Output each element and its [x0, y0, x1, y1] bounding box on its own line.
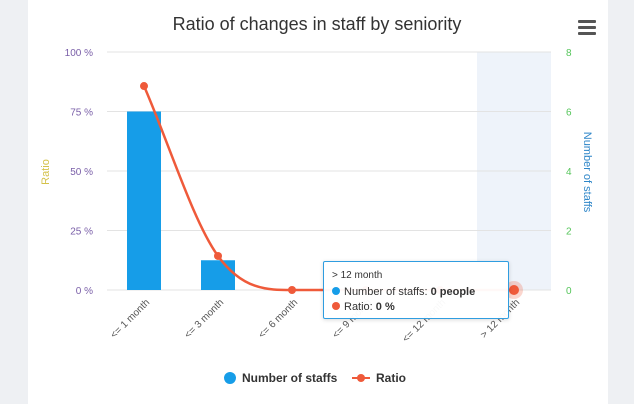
y-right-tick-label: 2: [566, 227, 572, 238]
y-left-tick-label: 0 %: [76, 286, 93, 297]
tooltip-value: 0 people: [430, 286, 476, 298]
chart-menu-button[interactable]: [578, 20, 596, 36]
y-right-tick-label: 0: [566, 286, 572, 297]
y-axis-left-label: Ratio: [40, 159, 52, 185]
ratio-point: [214, 251, 222, 260]
bar-number-of-staffs: [201, 260, 235, 290]
tooltip-row-staffs: Number of staffs: 0 people: [332, 285, 500, 300]
tooltip-row-ratio: Ratio: 0 %: [332, 300, 500, 315]
x-tick-label: <= 1 month: [109, 297, 153, 341]
bar-number-of-staffs: [127, 111, 161, 290]
menu-bar-icon: [578, 20, 596, 23]
ratio-point: [509, 285, 519, 295]
y-left-tick-label: 50 %: [70, 167, 93, 178]
y-right-tick-label: 8: [566, 48, 572, 59]
series-dot-icon: [332, 302, 340, 310]
tooltip-label: Number of staffs:: [344, 286, 431, 298]
menu-bar-icon: [578, 32, 596, 35]
y-left-tick-label: 25 %: [70, 227, 93, 238]
legend-item-ratio[interactable]: Ratio: [352, 371, 406, 385]
ratio-line: [142, 85, 514, 292]
chart-legend: Number of staffs Ratio: [0, 371, 634, 389]
legend-label: Ratio: [376, 371, 406, 385]
ratio-point: [288, 286, 296, 294]
x-tick-label: <= 3 month: [183, 297, 227, 341]
y-right-tick-label: 4: [566, 167, 572, 178]
y-axis-right-label: Number of staffs: [581, 132, 593, 213]
ratio-point: [140, 82, 148, 91]
tooltip-label: Ratio:: [344, 301, 376, 313]
tooltip-value: 0 %: [375, 301, 395, 313]
menu-bar-icon: [578, 26, 596, 29]
legend-line-symbol-icon: [352, 372, 370, 384]
y-left-tick-label: 100 %: [65, 48, 93, 59]
legend-label: Number of staffs: [242, 371, 338, 385]
chart-title: Ratio of changes in staff by seniority: [173, 14, 462, 34]
legend-bar-symbol-icon: [224, 372, 236, 384]
tooltip-header: > 12 month: [332, 270, 383, 281]
series-dot-icon: [332, 287, 340, 295]
legend-item-number-of-staffs[interactable]: Number of staffs: [224, 371, 337, 385]
x-tick-label: <= 6 month: [257, 297, 301, 341]
y-left-tick-label: 75 %: [70, 108, 93, 119]
y-right-tick-label: 6: [566, 108, 572, 119]
chart-tooltip: > 12 month Number of staffs: 0 people Ra…: [323, 261, 509, 319]
